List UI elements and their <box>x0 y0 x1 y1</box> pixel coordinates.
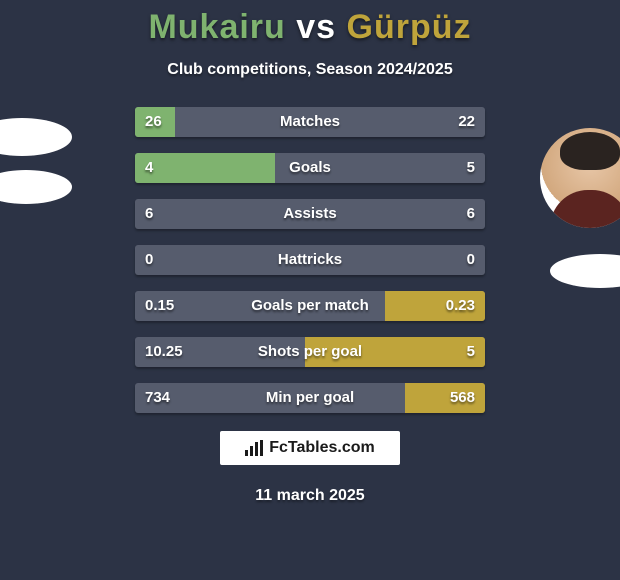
player2-avatar <box>540 128 620 228</box>
brand-logo: FcTables.com <box>220 431 400 465</box>
player2-value: 0 <box>467 245 475 275</box>
subtitle: Club competitions, Season 2024/2025 <box>0 61 620 79</box>
stat-label: Min per goal <box>135 383 485 413</box>
stat-row: 6Assists6 <box>135 199 485 229</box>
player1-flag-placeholder <box>0 170 72 204</box>
stat-label: Assists <box>135 199 485 229</box>
chart-icon <box>245 440 263 456</box>
player2-name: Gürpüz <box>347 8 472 46</box>
comparison-title: Mukairu vs Gürpüz <box>0 0 620 47</box>
player1-avatar-placeholder <box>0 118 72 156</box>
stat-row: 26Matches22 <box>135 107 485 137</box>
player2-value: 5 <box>467 337 475 367</box>
stat-row: 10.25Shots per goal5 <box>135 337 485 367</box>
player2-value: 6 <box>467 199 475 229</box>
player2-value: 568 <box>450 383 475 413</box>
stat-label: Shots per goal <box>135 337 485 367</box>
stat-row: 4Goals5 <box>135 153 485 183</box>
player2-flag-placeholder <box>550 254 620 288</box>
player2-value: 0.23 <box>446 291 475 321</box>
stat-label: Goals per match <box>135 291 485 321</box>
player2-value: 22 <box>458 107 475 137</box>
stat-row: 0Hattricks0 <box>135 245 485 275</box>
brand-text: FcTables.com <box>269 439 375 457</box>
stats-table: 26Matches22 4Goals5 6Assists6 0Hattricks0 0.… <box>135 107 485 413</box>
stat-row: 0.15Goals per match0.23 <box>135 291 485 321</box>
vs-label: vs <box>296 8 336 46</box>
date-label: 11 march 2025 <box>0 487 620 505</box>
player1-name: Mukairu <box>148 8 285 46</box>
stat-label: Hattricks <box>135 245 485 275</box>
stat-label: Matches <box>135 107 485 137</box>
player2-value: 5 <box>467 153 475 183</box>
stat-label: Goals <box>135 153 485 183</box>
stat-row: 734Min per goal568 <box>135 383 485 413</box>
